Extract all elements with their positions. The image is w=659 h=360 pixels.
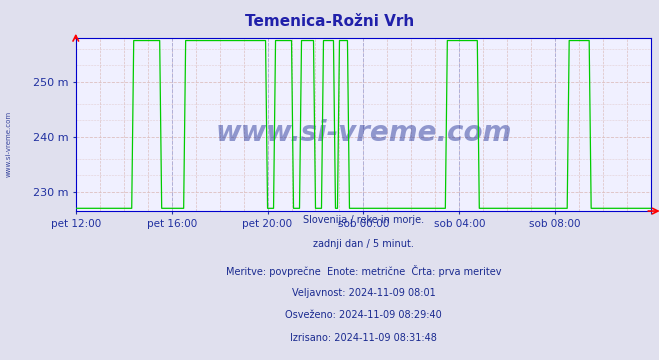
Text: Veljavnost: 2024-11-09 08:01: Veljavnost: 2024-11-09 08:01: [291, 288, 436, 298]
Text: Osveženo: 2024-11-09 08:29:40: Osveženo: 2024-11-09 08:29:40: [285, 310, 442, 320]
Text: www.si-vreme.com: www.si-vreme.com: [215, 119, 511, 147]
Text: www.si-vreme.com: www.si-vreme.com: [5, 111, 12, 177]
Text: Izrisano: 2024-11-09 08:31:48: Izrisano: 2024-11-09 08:31:48: [290, 333, 437, 343]
Text: Temenica-Rožni Vrh: Temenica-Rožni Vrh: [245, 14, 414, 29]
Text: Meritve: povprečne  Enote: metrične  Črta: prva meritev: Meritve: povprečne Enote: metrične Črta:…: [225, 265, 501, 277]
Text: Slovenija / reke in morje.: Slovenija / reke in morje.: [303, 215, 424, 225]
Text: zadnji dan / 5 minut.: zadnji dan / 5 minut.: [313, 239, 414, 249]
